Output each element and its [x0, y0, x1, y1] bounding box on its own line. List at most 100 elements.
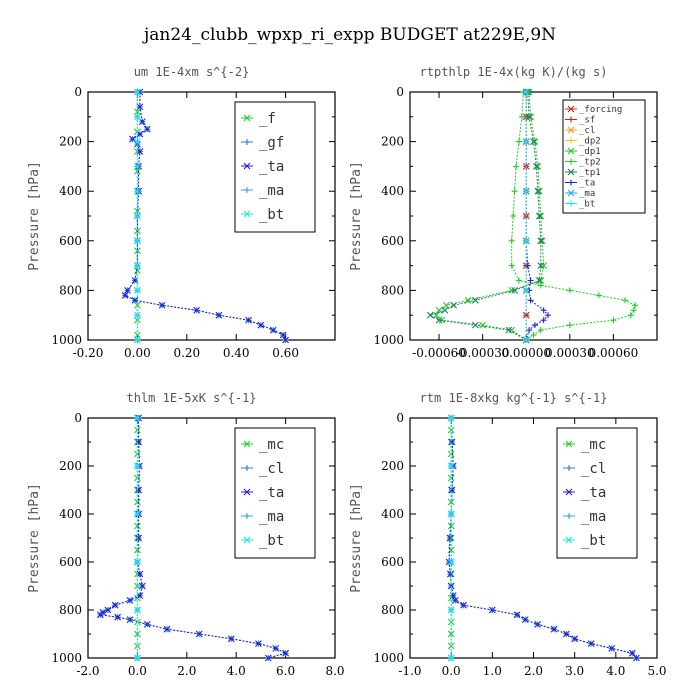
legend-marker — [244, 187, 250, 193]
data-point — [566, 287, 573, 294]
x-tick-label: 1.0 — [483, 664, 502, 678]
legend: _mc _cl _ta _ma _bt — [234, 427, 316, 559]
data-point — [563, 630, 570, 638]
x-tick-label: 2.0 — [524, 664, 543, 678]
panels: um 1E-4xm s^{-2} Pressure [hPa] 0 200 400 600… — [27, 65, 667, 678]
series-line — [525, 92, 549, 341]
data-point — [264, 654, 272, 662]
data-point — [488, 606, 496, 614]
data-point — [126, 616, 134, 623]
data-point — [435, 306, 443, 314]
data-point — [135, 534, 143, 542]
data-point — [508, 326, 516, 334]
y-tick-label: 400 — [59, 507, 82, 521]
legend-label: _dp1 — [579, 147, 601, 157]
legend-marker — [567, 189, 575, 197]
legend-marker — [243, 114, 251, 122]
data-point — [540, 307, 547, 314]
data-point — [441, 306, 449, 314]
legend-label: _ta — [581, 485, 606, 501]
legend-label: _ma — [259, 509, 284, 525]
legend-marker — [565, 488, 573, 496]
data-point — [134, 138, 141, 145]
data-point — [134, 336, 141, 344]
data-point — [96, 611, 104, 619]
data-point — [537, 282, 544, 289]
legend-marker — [243, 210, 251, 218]
data-point — [595, 292, 602, 299]
data-point — [257, 321, 265, 329]
y-tick-label: 400 — [381, 507, 404, 521]
y-tick-label: 1000 — [51, 651, 82, 665]
data-point — [158, 301, 166, 309]
panel-3: thlm 1E-5xK s^{-1} Pressure [hPa] 0 200 400 6… — [27, 391, 345, 678]
data-point — [245, 316, 252, 324]
data-point — [134, 212, 141, 220]
data-point — [448, 486, 456, 494]
data-point — [126, 597, 134, 604]
y-tick-label: 600 — [381, 234, 404, 248]
data-point — [134, 654, 141, 662]
legend-marker — [568, 137, 574, 144]
legend-marker — [566, 513, 572, 519]
y-tick-label: 0 — [74, 85, 82, 99]
data-point — [510, 213, 517, 219]
data-point — [630, 307, 637, 314]
data-point — [448, 438, 456, 446]
x-tick-label: 4.0 — [606, 664, 625, 678]
legend-label: _cl — [259, 461, 284, 477]
legend-marker — [567, 105, 575, 113]
data-point — [545, 312, 552, 319]
x-tick-label: 0.60 — [272, 346, 299, 360]
legend-marker — [565, 536, 573, 544]
legend-marker — [567, 168, 575, 176]
data-point — [540, 262, 548, 269]
data-point — [531, 138, 539, 145]
data-point — [104, 606, 112, 614]
data-point — [527, 277, 534, 284]
data-point — [447, 558, 455, 566]
data-point — [134, 546, 141, 554]
data-point — [471, 321, 479, 329]
x-tick-label: 4.0 — [227, 664, 246, 678]
data-point — [460, 601, 467, 609]
x-tick-label: 0.00000 — [501, 346, 551, 360]
x-tick-label: -0.00060 — [412, 346, 466, 360]
data-point — [135, 486, 143, 494]
data-point — [255, 640, 262, 647]
legend-label: _mc — [259, 437, 284, 453]
data-point — [471, 296, 479, 304]
data-point — [134, 606, 141, 614]
series-bt — [134, 414, 141, 662]
data-point — [134, 462, 141, 470]
legend-marker — [243, 162, 251, 170]
data-point — [508, 262, 515, 269]
data-point — [633, 654, 640, 662]
x-tick-label: -1.0 — [398, 664, 421, 678]
data-point — [523, 337, 530, 343]
y-axis-label: Pressure [hPa] — [27, 161, 42, 271]
y-tick-label: 400 — [381, 184, 404, 198]
series-bt — [134, 88, 141, 344]
legend-marker — [244, 513, 250, 519]
legend-label: _bt — [579, 200, 595, 210]
data-point — [627, 312, 634, 319]
legend-label: _dp2 — [579, 137, 601, 147]
legend-label: _bt — [259, 533, 284, 549]
legend: _f _gf _ta _ma _bt — [234, 101, 316, 233]
data-point — [446, 534, 454, 542]
y-tick-label: 800 — [381, 603, 404, 617]
data-point — [505, 326, 513, 334]
data-point — [521, 616, 529, 623]
legend: _mc _cl _ta _ma _bt — [556, 427, 638, 559]
data-point — [282, 336, 289, 344]
data-point — [537, 262, 545, 269]
legend-label: _ma — [579, 189, 595, 199]
data-point — [195, 630, 203, 638]
legend-label: _forcing — [579, 105, 622, 115]
x-tick-label: 0.0 — [442, 664, 461, 678]
data-point — [451, 597, 459, 604]
legend-marker — [566, 465, 572, 471]
y-axis-label: Pressure [hPa] — [349, 161, 364, 271]
data-point — [114, 613, 122, 621]
